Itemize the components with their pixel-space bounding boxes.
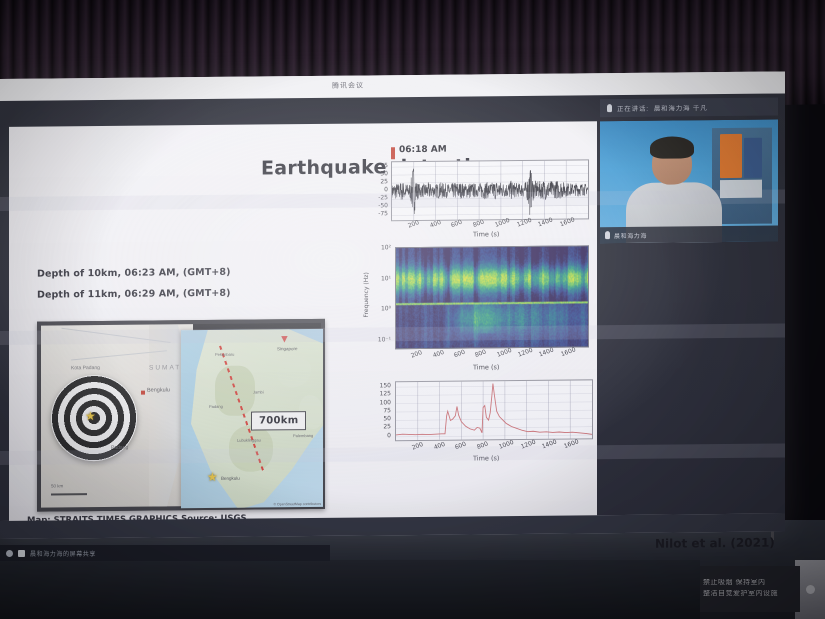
background-book [744,137,762,178]
depth-info-line-1: Depth of 10km, 06:23 AM, (GMT+8) [37,266,231,280]
microphone-icon [605,231,610,240]
presentation-slide: Earthquake detection Depth of 10km, 06:2… [9,121,597,537]
axis-tick: 200 [410,349,424,360]
microphone-icon[interactable] [6,549,13,557]
axis-tick: 1200 [517,346,534,359]
video-feed [600,119,778,244]
projection-screen: 腾讯会议 Earthquake detection Depth of 10km,… [0,71,785,551]
microphone-icon [607,104,612,113]
map-city-label: Padang [209,403,223,409]
waveform-figure: 06:18 AM Time (s) 75 50 25 0 -25 -50 -75 200 400… [361,145,591,239]
map-epicenter-inset: SUMATRA Bengkulu ★ Kota Padang Padang 50… [41,324,193,508]
axis-tick: 10¹ [380,274,391,282]
window-title: 腾讯会议 [332,82,364,90]
axis-tick: 10⁰ [380,305,391,313]
meeting-app-icon[interactable] [18,549,25,557]
axis-tick: 50 [380,170,388,178]
participant-hair [650,136,694,159]
axis-tick: 800 [474,348,488,360]
map-distance-inset: ▼ Singapore ★ Bengkulu Pekanbaru Jambi P… [181,328,323,509]
map-scale-bar [51,493,87,496]
axis-tick: 75 [383,407,391,415]
map-city-label: Jambi [253,389,264,395]
envelope-figure: Time (s) 150 125 100 75 50 25 0 200 400 600 800 100… [361,373,597,467]
axis-tick: 1000 [495,346,513,359]
wall-fixture [806,585,815,594]
epicenter-star-icon: ★ [85,409,96,424]
map-scale-label: 50 km [51,483,64,489]
map-label-kota: Kota Padang [71,365,100,372]
event-time-label: 06:18 AM [399,144,447,156]
axis-tick: 600 [453,348,467,360]
citation-text: Nilot et al. (2021) [655,535,775,551]
podium-front [0,560,700,619]
distance-badge: 700km [251,411,307,431]
axis-tick: 50 [383,415,391,423]
speaking-name: 晨和海力海 千凡 [653,105,708,113]
axis-tick: 75 [380,162,388,170]
map-label-epicenter: Bengkulu [221,475,240,481]
map-city-label: Lubuklinggau [237,437,261,443]
axis-tick: 1600 [559,346,577,359]
epicenter-star-icon: ★ [207,469,218,485]
axis-tick: 10² [380,244,391,252]
axis-tick: 1400 [538,346,556,359]
axis-tick: 25 [383,423,391,431]
depth-info-line-2: Depth of 11km, 06:29 AM, (GMT+8) [37,287,231,301]
axis-tick: 0 [387,431,391,439]
map-city-dot [141,390,145,395]
axis-tick: 125 [379,390,391,398]
event-marker [391,147,395,160]
participant-name: 晨和海力海 [614,233,648,240]
taskbar[interactable]: 晨和海力海的屏幕共享 [0,545,330,561]
map-label-bengkulu: Bengkulu [147,387,170,394]
map-city-label: Palembang [293,432,314,439]
meeting-window-body: Earthquake detection Depth of 10km, 06:2… [0,93,785,551]
spectrogram-figure: PSD (dB) Frequency (Hz) Time (s) 10²10¹1… [361,239,597,372]
video-tile[interactable]: 晨和海力海 [600,119,778,244]
speaking-indicator-bar: 正在讲话: 晨和海力海 千凡 [600,97,778,118]
map-attribution: © OpenStreetMap contributors [273,501,321,507]
axis-tick: -75 [378,210,388,218]
axis-tick: 25 [380,178,388,186]
map-city-label: Pekanbaru [215,351,235,357]
waveform-plot-area [391,159,589,222]
axis-tick: 150 [379,382,391,390]
wall-sign-line-1: 禁止吸烟 保持室内 [703,579,766,587]
map-label-singapore: Singapore [277,346,298,352]
participant-nameplate: 晨和海力海 [600,225,778,244]
background-book [720,133,742,179]
waveform-x-axis-label: Time (s) [473,230,500,239]
taskbar-label: 晨和海力海的屏幕共享 [30,551,97,558]
axis-tick: 400 [431,348,445,360]
wall-sign-line-2: 整洁自觉爱护室内设施 [703,590,778,597]
wall-notice-sign: 禁止吸烟 保持室内 整洁自觉爱护室内设施 [700,566,800,612]
spectrogram-x-axis-label: Time (s) [473,363,500,372]
speaking-prefix: 正在讲话: [617,105,649,114]
envelope-plot-area [395,379,593,442]
map-figure: SUMATRA Bengkulu ★ Kota Padang Padang 50… [37,318,325,512]
axis-tick: 100 [379,398,391,406]
